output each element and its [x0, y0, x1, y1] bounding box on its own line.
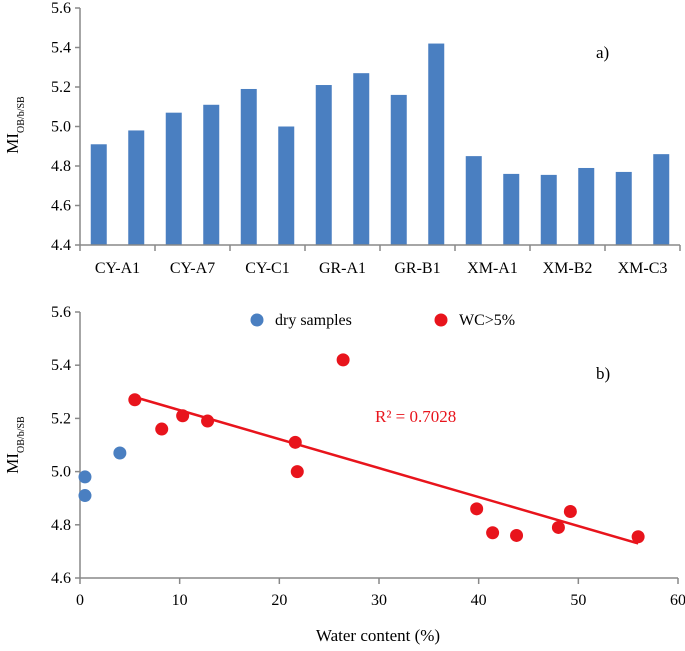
- bar: [541, 175, 557, 245]
- bar: [241, 89, 257, 245]
- y-tick-label: 5.4: [51, 357, 71, 374]
- bar: [616, 172, 632, 245]
- x-tick-label: GR-B1: [394, 260, 440, 277]
- bar: [578, 168, 594, 245]
- bar: [278, 127, 294, 246]
- wc-sample-point: [552, 521, 565, 534]
- dry-sample-point: [78, 470, 91, 483]
- x-tick-label: 10: [172, 592, 188, 609]
- bar: [428, 44, 444, 245]
- y-tick-label: 5.0: [51, 464, 71, 481]
- legend-label-dry: dry samples: [275, 312, 352, 329]
- bar: [466, 156, 482, 245]
- dry-sample-point: [78, 489, 91, 502]
- x-tick-label: 20: [271, 592, 287, 609]
- x-tick-label: GR-A1: [319, 260, 366, 277]
- wc-sample-point: [176, 409, 189, 422]
- x-tick-label: 30: [371, 592, 387, 609]
- panel-label-a: a): [596, 43, 609, 62]
- wc-sample-point: [632, 530, 645, 543]
- x-axis-title: Water content (%): [316, 626, 440, 645]
- y-axis-ticks: 4.4 4.6 4.8 5.0 5.2 5.4 5.6: [51, 0, 80, 254]
- scatter-chart-panel: 4.6 4.8 5.0 5.2 5.4 5.6 0 10 20 30 40 50 60 R² = 0.…: [3, 304, 685, 645]
- wc-sample-point: [337, 353, 350, 366]
- wc-sample-point: [486, 526, 499, 539]
- scatter-points: [78, 353, 644, 543]
- y-tick-label: 4.8: [51, 158, 71, 175]
- bar: [391, 95, 407, 245]
- y-tick-label: 5.4: [51, 40, 71, 57]
- x-axis-ticks: 0 10 20 30 40 50 60: [76, 578, 685, 609]
- bar: [653, 154, 669, 245]
- legend-marker-dry: [251, 314, 264, 327]
- legend: dry samples WC>5%: [251, 312, 516, 329]
- bar: [128, 130, 144, 245]
- x-tick-label: 40: [471, 592, 487, 609]
- x-tick-label: 50: [570, 592, 586, 609]
- x-tick-label: XM-A1: [467, 260, 518, 277]
- y-tick-label: 5.2: [51, 410, 71, 427]
- x-tick-label: CY-A1: [95, 260, 140, 277]
- wc-sample-point: [128, 393, 141, 406]
- y-tick-label: 5.0: [51, 119, 71, 136]
- x-tick-label: CY-C1: [245, 260, 289, 277]
- wc-sample-point: [470, 502, 483, 515]
- bar: [353, 73, 369, 245]
- panel-label-b: b): [596, 364, 610, 383]
- wc-sample-point: [289, 436, 302, 449]
- x-tick-label: 0: [76, 592, 84, 609]
- legend-marker-wc: [435, 314, 448, 327]
- wc-sample-point: [201, 415, 214, 428]
- x-tick-label: CY-A7: [170, 260, 215, 277]
- dry-sample-point: [113, 446, 126, 459]
- wc-sample-point: [564, 505, 577, 518]
- bar-chart-panel: 4.4 4.6 4.8 5.0 5.2 5.4 5.6 CY-A1 CY-A7 CY-C1 GR-…: [3, 0, 680, 277]
- legend-label-wc: WC>5%: [459, 312, 515, 329]
- bar-series: [91, 44, 670, 245]
- y-tick-label: 4.6: [51, 198, 71, 215]
- y-axis-title: MIOB/b/SB: [3, 96, 27, 154]
- y-tick-label: 5.2: [51, 79, 71, 96]
- y-tick-label: 5.6: [51, 304, 71, 321]
- y-tick-label: 4.4: [51, 237, 71, 254]
- y-axis-title: MIOB/b/SB: [3, 416, 27, 474]
- y-tick-label: 4.8: [51, 517, 71, 534]
- bar: [91, 144, 107, 245]
- wc-sample-point: [510, 529, 523, 542]
- wc-sample-point: [291, 465, 304, 478]
- y-tick-label: 5.6: [51, 0, 71, 17]
- y-axis-ticks: 4.6 4.8 5.0 5.2 5.4 5.6: [51, 304, 80, 587]
- bar: [166, 113, 182, 245]
- bar: [316, 85, 332, 245]
- figure: 4.4 4.6 4.8 5.0 5.2 5.4 5.6 CY-A1 CY-A7 CY-C1 GR-…: [0, 0, 685, 651]
- x-axis-ticks: CY-A1 CY-A7 CY-C1 GR-A1 GR-B1 XM-A1 XM-B2 XM-C3: [80, 245, 680, 277]
- x-tick-label: XM-C3: [618, 260, 668, 277]
- y-tick-label: 4.6: [51, 570, 71, 587]
- wc-sample-point: [155, 423, 168, 436]
- r-squared-label: R² = 0.7028: [375, 407, 456, 426]
- x-tick-label: 60: [670, 592, 685, 609]
- bar: [503, 174, 519, 245]
- x-tick-label: XM-B2: [543, 260, 593, 277]
- bar: [203, 105, 219, 245]
